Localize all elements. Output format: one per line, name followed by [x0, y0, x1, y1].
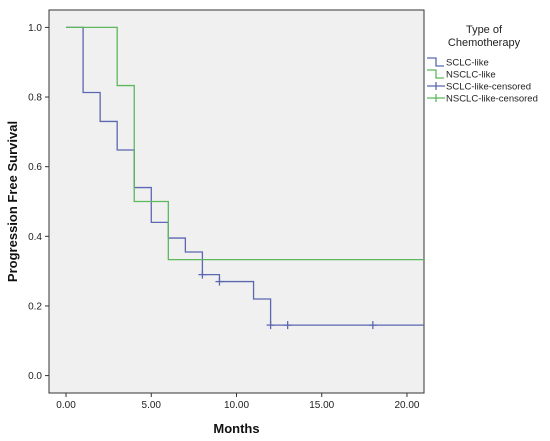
x-axis-title: Months: [213, 421, 259, 436]
legend-label: SCLC-like: [446, 58, 489, 69]
series-layer: [66, 26, 424, 330]
legend-item: SCLC-like-censored: [427, 82, 531, 93]
x-tick-label: 0.00: [56, 400, 76, 411]
legend-item: NSCLC-like: [427, 69, 496, 81]
x-tick-label: 15.00: [309, 400, 334, 411]
censor-mark: [215, 277, 224, 286]
legend-item: SCLC-like: [427, 57, 489, 69]
legend-title-line: Chemotherapy: [448, 37, 521, 49]
censor-mark: [266, 321, 275, 330]
legend-swatch: [427, 57, 444, 67]
censor-mark: [368, 321, 377, 330]
x-tick-label: 20.00: [394, 400, 419, 411]
y-tick-label: 0.6: [28, 162, 42, 173]
legend-item: NSCLC-like-censored: [427, 94, 538, 105]
legend-title-line: Type of: [466, 24, 503, 36]
y-tick-label: 1.0: [28, 23, 42, 34]
plot-area: [48, 9, 425, 394]
censor-mark: [198, 270, 207, 279]
legend-swatch: [427, 69, 444, 79]
legend-label: SCLC-like-censored: [446, 82, 531, 93]
legend-label: NSCLC-like-censored: [446, 94, 538, 105]
censor-mark: [283, 321, 292, 330]
series-line-nsclc: [66, 26, 424, 261]
x-tick-label: 10.00: [224, 400, 249, 411]
y-axis-title: Progression Free Survival: [5, 121, 20, 282]
x-tick-label: 5.00: [142, 400, 162, 411]
y-tick-label: 0.4: [28, 232, 42, 243]
y-tick-label: 0.8: [28, 93, 42, 104]
y-tick-label: 0.2: [28, 301, 42, 312]
y-tick-label: 0.0: [28, 371, 42, 382]
axes: 0.00 5.00 10.00 15.00 20.00 0.0 0.2 0.4 0.6 0.8 1.…: [28, 23, 420, 411]
legend-label: NSCLC-like: [446, 70, 496, 81]
